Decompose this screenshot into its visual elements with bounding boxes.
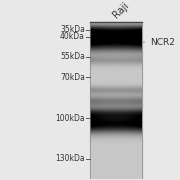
Text: 35kDa: 35kDa — [60, 25, 85, 34]
Text: 100kDa: 100kDa — [55, 114, 85, 123]
Text: 130kDa: 130kDa — [55, 154, 85, 163]
Text: 55kDa: 55kDa — [60, 53, 85, 62]
Text: NCR2: NCR2 — [143, 37, 175, 46]
Text: 70kDa: 70kDa — [60, 73, 85, 82]
Text: 40kDa: 40kDa — [60, 32, 85, 41]
Text: Raji: Raji — [111, 0, 130, 20]
Bar — [90, 23, 142, 179]
